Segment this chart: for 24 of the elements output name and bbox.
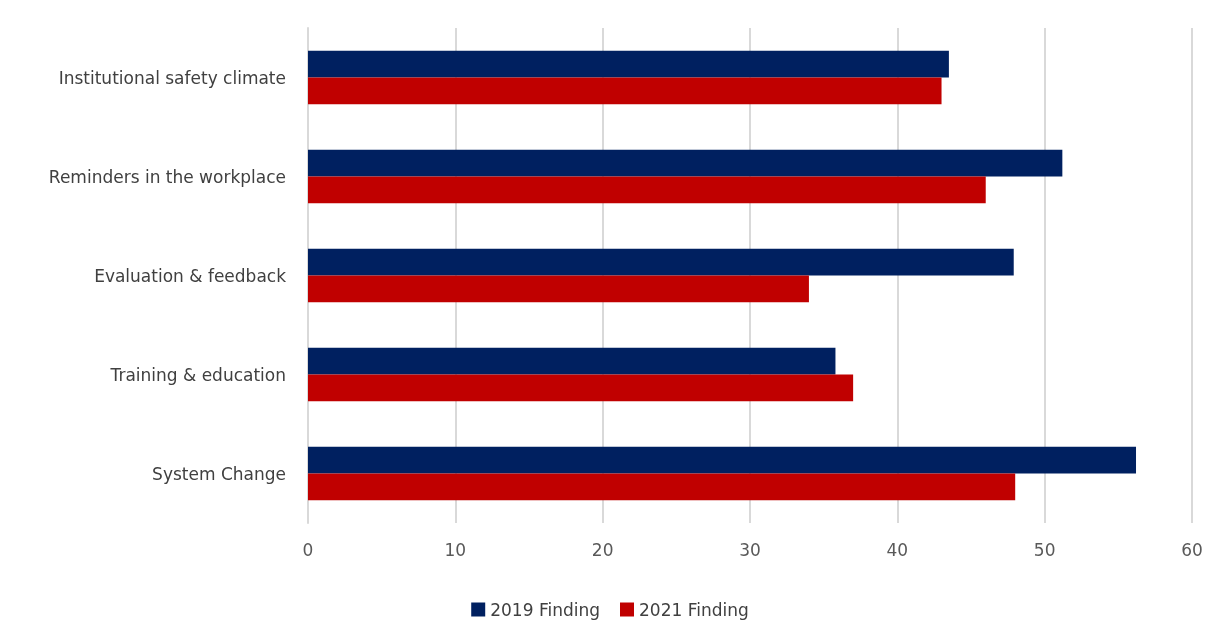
y-tick-label: Reminders in the workplace <box>48 166 286 187</box>
bar <box>308 176 986 204</box>
y-tick-label: Institutional safety climate <box>58 67 286 88</box>
bar <box>308 347 836 375</box>
x-tick-label: 60 <box>1181 539 1203 560</box>
x-tick-label: 50 <box>1033 539 1056 560</box>
x-tick-label: 0 <box>302 539 314 560</box>
y-tick-label: Evaluation & feedback <box>94 265 287 286</box>
x-tick-label: 30 <box>739 539 761 560</box>
bar <box>308 374 854 402</box>
bar <box>308 275 809 303</box>
bar <box>308 248 1014 276</box>
bar <box>308 50 949 78</box>
bar <box>308 77 942 105</box>
bar <box>308 149 1063 177</box>
legend-label: 2019 Finding <box>490 599 601 620</box>
bar <box>308 446 1137 474</box>
x-tick-label: 40 <box>886 539 909 560</box>
legend-label: 2021 Finding <box>639 599 749 620</box>
bar <box>308 473 1016 501</box>
x-tick-label: 10 <box>444 539 467 560</box>
x-tick-label: 20 <box>591 539 614 560</box>
y-tick-label: System Change <box>152 463 286 484</box>
y-tick-label: Training & education <box>109 364 286 385</box>
